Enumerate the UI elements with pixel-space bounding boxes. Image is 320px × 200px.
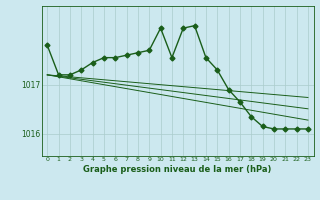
X-axis label: Graphe pression niveau de la mer (hPa): Graphe pression niveau de la mer (hPa) xyxy=(84,165,272,174)
